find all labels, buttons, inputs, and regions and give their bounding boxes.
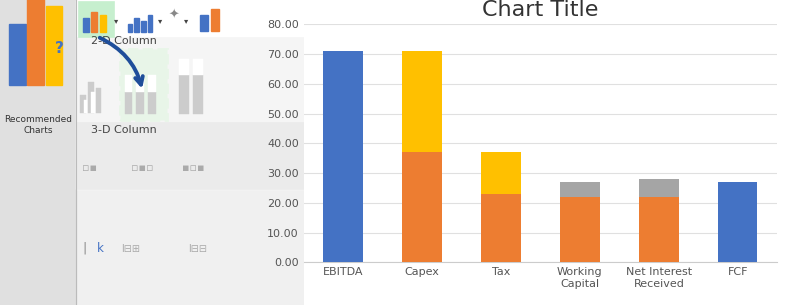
Bar: [560, 182, 600, 197]
FancyArrowPatch shape: [99, 38, 143, 84]
Bar: [28, 0, 44, 85]
Bar: [76, 0, 304, 189]
Bar: [200, 15, 208, 30]
Bar: [481, 194, 521, 262]
Bar: [148, 92, 155, 114]
Text: |: |: [82, 242, 86, 255]
Bar: [141, 21, 146, 32]
Bar: [128, 24, 133, 32]
Bar: [134, 18, 139, 32]
Text: 2-D Column: 2-D Column: [91, 36, 157, 46]
Bar: [148, 15, 152, 32]
Bar: [46, 6, 62, 85]
Bar: [92, 12, 97, 32]
Bar: [99, 15, 106, 32]
Bar: [148, 75, 155, 92]
Text: ▪▫▪: ▪▫▪: [182, 163, 205, 173]
Bar: [80, 95, 86, 113]
Bar: [92, 92, 95, 113]
Text: ?: ?: [54, 41, 64, 56]
Text: ▾: ▾: [184, 16, 188, 25]
Bar: [76, 122, 304, 189]
Bar: [79, 2, 114, 37]
Bar: [76, 37, 304, 122]
Bar: [323, 51, 363, 262]
Text: ✦: ✦: [169, 9, 179, 22]
Bar: [0, 0, 76, 305]
Bar: [125, 92, 133, 114]
Bar: [9, 24, 26, 85]
Bar: [193, 75, 203, 114]
Text: Recommended
Charts: Recommended Charts: [4, 115, 72, 135]
Text: ▾: ▾: [158, 16, 163, 25]
Legend: Ends, Invisible, +ve Change, -ve Change: Ends, Invisible, +ve Change, -ve Change: [380, 304, 701, 305]
Bar: [120, 49, 167, 120]
Text: ▫▪: ▫▪: [82, 163, 97, 173]
Text: ▫▪▫: ▫▪▫: [131, 163, 153, 173]
Text: k: k: [97, 242, 104, 255]
Bar: [83, 18, 88, 32]
Text: ▾: ▾: [114, 16, 118, 25]
Bar: [179, 59, 189, 75]
Title: Chart Title: Chart Title: [482, 0, 599, 20]
Bar: [402, 152, 442, 262]
Bar: [639, 179, 679, 197]
Bar: [718, 182, 757, 262]
Bar: [84, 100, 87, 113]
Bar: [402, 51, 442, 152]
Text: l⊟⊟: l⊟⊟: [189, 244, 208, 254]
Bar: [136, 75, 144, 92]
Bar: [125, 75, 133, 92]
Bar: [193, 59, 203, 75]
Bar: [88, 82, 94, 113]
Text: 3-D Column: 3-D Column: [91, 125, 157, 135]
Bar: [481, 152, 521, 194]
Bar: [179, 75, 189, 114]
Bar: [639, 197, 679, 262]
Bar: [560, 197, 600, 262]
Bar: [211, 9, 219, 30]
Bar: [95, 88, 101, 113]
Text: l⊟⊞: l⊟⊞: [122, 244, 140, 254]
Bar: [136, 92, 144, 114]
